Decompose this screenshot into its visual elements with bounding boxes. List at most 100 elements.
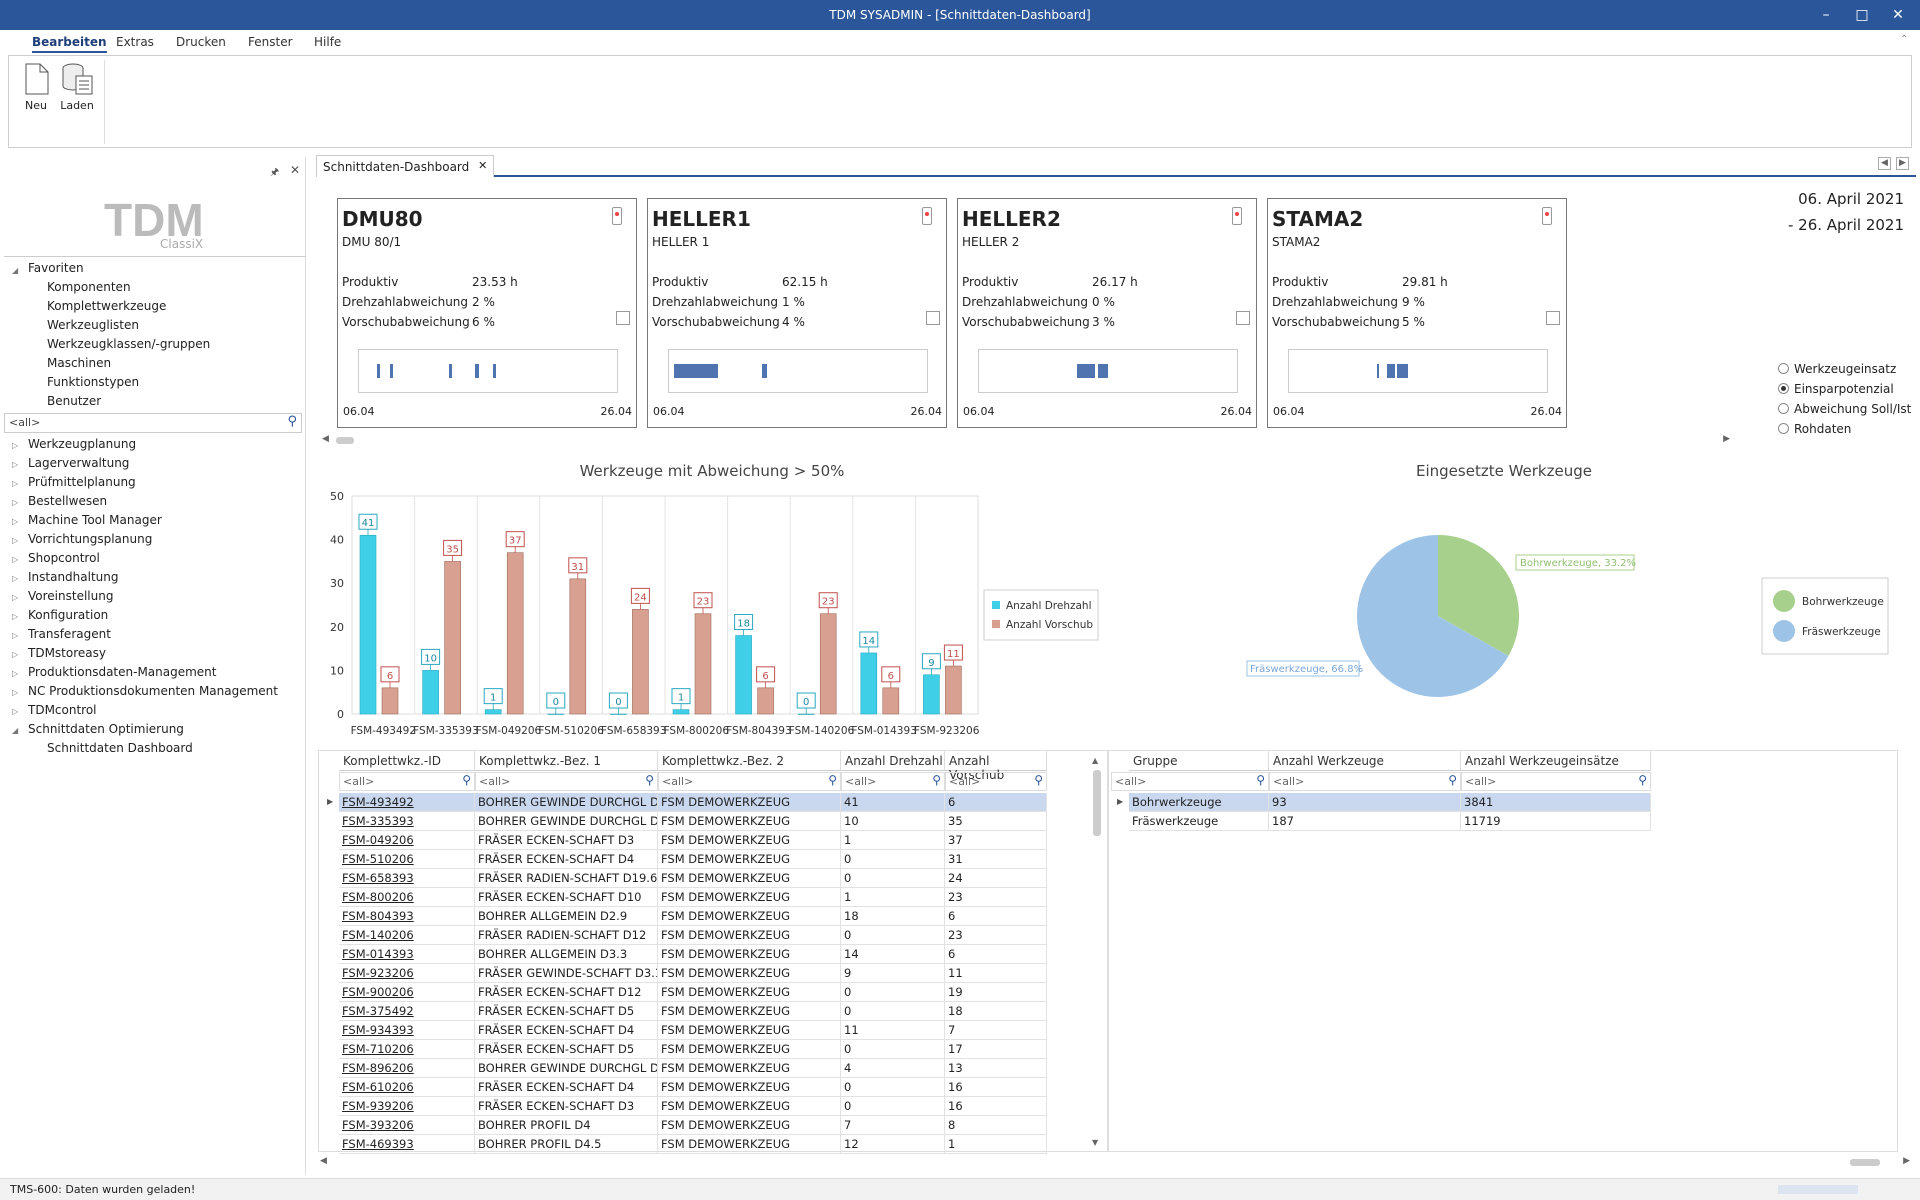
expand-arrow-icon[interactable]: ▷ — [12, 574, 19, 583]
favorite-item[interactable]: Komponenten — [47, 280, 131, 294]
expand-arrow-icon[interactable]: ▷ — [12, 555, 19, 564]
module-item[interactable]: TDMstoreasy — [28, 646, 106, 660]
search-icon[interactable]: ⚲ — [287, 414, 297, 429]
close-panel-icon[interactable]: ✕ — [290, 163, 301, 177]
tool-id-link[interactable]: FSM-014393 — [339, 945, 475, 964]
column-header[interactable]: Anzahl Werkzeuge — [1269, 751, 1461, 771]
minimize-icon[interactable]: – — [1822, 7, 1830, 23]
tool-id-link[interactable]: FSM-900206 — [339, 983, 475, 1002]
favorite-item[interactable]: Werkzeugklassen/-gruppen — [47, 337, 211, 351]
module-sub-item[interactable]: Schnittdaten Dashboard — [47, 741, 193, 755]
scroll-left-icon[interactable]: ◀ — [322, 434, 329, 444]
close-window-icon[interactable]: ✕ — [1892, 7, 1904, 23]
column-header[interactable]: Anzahl Drehzahl — [841, 751, 945, 771]
search-icon[interactable]: ⚲ — [1638, 773, 1647, 787]
tool-grid-scroll-thumb[interactable] — [1093, 770, 1101, 836]
menu-hilfe[interactable]: Hilfe — [314, 35, 342, 49]
menu-drucken[interactable]: Drucken — [176, 35, 226, 49]
expand-icon[interactable] — [616, 311, 630, 325]
column-header[interactable]: Komplettwkz.-Bez. 1 — [475, 751, 658, 771]
expand-arrow-icon[interactable]: ▷ — [12, 669, 19, 678]
cards-scrollbar[interactable]: ◀ ▶ — [322, 434, 1730, 446]
module-item[interactable]: Machine Tool Manager — [28, 513, 162, 527]
load-button[interactable]: Laden — [57, 62, 97, 112]
tool-id-link[interactable]: FSM-469393 — [339, 1135, 475, 1154]
tool-id-link[interactable]: FSM-896206 — [339, 1059, 475, 1078]
column-filter-input[interactable]: <all> ⚲ — [1269, 772, 1461, 791]
new-button[interactable]: Neu — [16, 62, 56, 112]
column-filter-input[interactable]: <all> ⚲ — [658, 772, 841, 791]
module-item[interactable]: TDMcontrol — [28, 703, 97, 717]
tool-id-link[interactable]: FSM-375492 — [339, 1002, 475, 1021]
expand-arrow-icon[interactable]: ▷ — [12, 536, 19, 545]
module-item[interactable]: Schnittdaten Optimierung — [28, 722, 184, 736]
favorites-node[interactable]: Favoriten — [28, 261, 84, 275]
scroll-thumb[interactable] — [336, 437, 354, 444]
scroll-right-icon[interactable]: ▶ — [1723, 434, 1730, 444]
collapse-ribbon-icon[interactable]: ⌃ — [1900, 34, 1909, 45]
tool-id-link[interactable]: FSM-510206 — [339, 850, 475, 869]
tool-id-link[interactable]: FSM-493492 — [339, 793, 475, 812]
close-tab-icon[interactable]: ✕ — [478, 159, 488, 172]
search-icon[interactable]: ⚲ — [932, 773, 941, 787]
bottom-scrollbar[interactable]: ◀ ▶ — [320, 1156, 1910, 1168]
favorite-item[interactable]: Komplettwerkzeuge — [47, 299, 167, 313]
tool-id-link[interactable]: FSM-140206 — [339, 926, 475, 945]
module-item[interactable]: Vorrichtungsplanung — [28, 532, 153, 546]
expand-arrow-icon[interactable]: ▷ — [12, 460, 19, 469]
tool-id-link[interactable]: FSM-934393 — [339, 1021, 475, 1040]
search-icon[interactable]: ⚲ — [828, 773, 837, 787]
scroll-up-icon[interactable]: ▲ — [1092, 756, 1099, 765]
column-header[interactable]: Anzahl Werkzeugeinsätze — [1461, 751, 1651, 771]
machine-card[interactable]: HELLER1 HELLER 1 Produktiv 62.15 h Drehzahla… — [647, 198, 947, 428]
tab-scroll-right-icon[interactable]: ▶ — [1896, 157, 1909, 170]
module-item[interactable]: Transferagent — [28, 627, 111, 641]
favorite-item[interactable]: Benutzer — [47, 394, 102, 408]
tool-id-link[interactable]: FSM-610206 — [339, 1078, 475, 1097]
tab-scroll-left-icon[interactable]: ◀ — [1878, 157, 1891, 170]
tool-id-link[interactable]: FSM-393206 — [339, 1116, 475, 1135]
favorite-item[interactable]: Funktionstypen — [47, 375, 140, 389]
maximize-icon[interactable]: □ — [1855, 7, 1869, 23]
tool-id-link[interactable]: FSM-335393 — [339, 812, 475, 831]
module-item[interactable]: Instandhaltung — [28, 570, 119, 584]
column-header[interactable]: Komplettwkz.-ID — [339, 751, 475, 771]
search-icon[interactable]: ⚲ — [1448, 773, 1457, 787]
collapse-arrow-icon[interactable]: ◢ — [12, 266, 19, 275]
search-icon[interactable]: ⚲ — [1256, 773, 1265, 787]
hscroll-thumb[interactable] — [1850, 1159, 1880, 1166]
expand-arrow-icon[interactable]: ▷ — [12, 479, 19, 488]
machine-card[interactable]: DMU80 DMU 80/1 Produktiv 23.53 h Drehzahlabw… — [337, 198, 637, 428]
module-item[interactable]: Prüfmittelplanung — [28, 475, 136, 489]
module-item[interactable]: Bestellwesen — [28, 494, 108, 508]
tool-id-link[interactable]: FSM-049206 — [339, 831, 475, 850]
column-filter-input[interactable]: <all> ⚲ — [475, 772, 658, 791]
tool-id-link[interactable]: FSM-710206 — [339, 1040, 475, 1059]
collapse-arrow-icon[interactable]: ◢ — [12, 726, 19, 735]
expand-icon[interactable] — [1236, 311, 1250, 325]
search-icon[interactable]: ⚲ — [462, 773, 471, 787]
favorite-item[interactable]: Werkzeuglisten — [47, 318, 139, 332]
radio-circle-icon[interactable] — [1778, 403, 1789, 414]
expand-arrow-icon[interactable]: ▷ — [12, 517, 19, 526]
hscroll-left-icon[interactable]: ◀ — [320, 1156, 327, 1166]
expand-arrow-icon[interactable]: ▷ — [12, 650, 19, 659]
expand-arrow-icon[interactable]: ▷ — [12, 612, 19, 621]
radio-circle-icon[interactable] — [1778, 423, 1789, 434]
search-icon[interactable]: ⚲ — [1034, 773, 1043, 787]
favorite-item[interactable]: Maschinen — [47, 356, 112, 370]
search-icon[interactable]: ⚲ — [645, 773, 654, 787]
hscroll-right-icon[interactable]: ▶ — [1903, 1156, 1910, 1166]
expand-arrow-icon[interactable]: ▷ — [12, 498, 19, 507]
pin-icon[interactable]: 🖈 — [270, 167, 280, 178]
column-filter-input[interactable]: <all> ⚲ — [339, 772, 475, 791]
column-header[interactable]: Komplettwkz.-Bez. 2 — [658, 751, 841, 771]
tool-id-link[interactable]: FSM-939206 — [339, 1097, 475, 1116]
column-filter-input[interactable]: <all> ⚲ — [1111, 772, 1269, 791]
expand-arrow-icon[interactable]: ▷ — [12, 441, 19, 450]
menu-bearbeiten[interactable]: Bearbeiten — [32, 35, 107, 53]
module-item[interactable]: Konfiguration — [28, 608, 109, 622]
module-item[interactable]: Voreinstellung — [28, 589, 114, 603]
expand-arrow-icon[interactable]: ▷ — [12, 631, 19, 640]
expand-icon[interactable] — [926, 311, 940, 325]
